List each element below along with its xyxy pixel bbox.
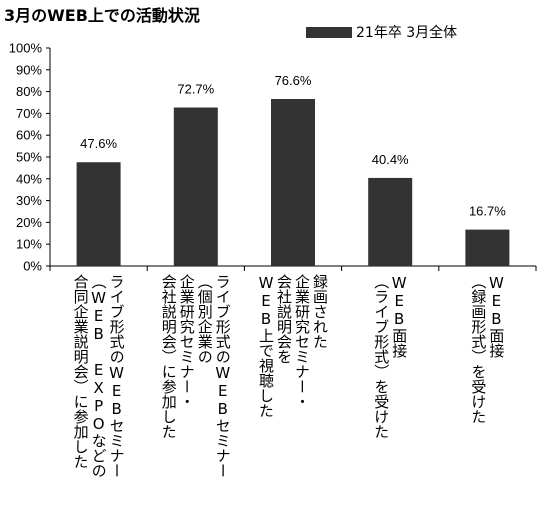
y-tick-label: 0% [23, 259, 42, 274]
category-label: WEB面接 （ライブ形式）を受けた [372, 274, 409, 439]
y-tick-label: 50% [16, 150, 42, 165]
legend-swatch [306, 26, 352, 38]
y-tick-label: 30% [16, 193, 42, 208]
data-label: 16.7% [469, 204, 506, 219]
y-tick-label: 70% [16, 106, 42, 121]
data-label: 72.7% [177, 82, 214, 97]
y-tick-label: 20% [16, 215, 42, 230]
y-tick-label: 100% [9, 41, 43, 56]
bar [173, 107, 218, 266]
bar [271, 99, 315, 267]
category-label: ライブ形式のWEBセミナー （個別企業の 企業研究セミナー・ 会社説明会）に参加… [159, 274, 232, 478]
chart-title: 3月のWEB上での活動状況 [4, 6, 200, 25]
bar [368, 177, 413, 266]
bar [465, 229, 510, 266]
y-tick-label: 60% [16, 128, 42, 143]
category-label: 録画された 企業研究セミナー・ 会社説明会を WEB上で視聴した [257, 274, 329, 418]
legend-label: 21年卒 3月全体 [356, 25, 458, 41]
legend: 21年卒 3月全体 [306, 22, 457, 42]
data-label: 47.6% [80, 136, 117, 151]
y-tick-label: 90% [16, 62, 42, 77]
data-label: 40.4% [372, 152, 409, 167]
y-tick-label: 40% [16, 171, 42, 186]
y-tick-label: 80% [16, 84, 42, 99]
y-tick-label: 10% [16, 237, 42, 252]
category-label: ライブ形式のWEBセミナー （WEB EXPOなどの 合同企業説明会）に参加した [71, 274, 126, 478]
bar [76, 162, 121, 266]
data-label: 76.6% [275, 73, 312, 88]
category-label: WEB面接 （録画形式）を受けた [469, 274, 506, 424]
